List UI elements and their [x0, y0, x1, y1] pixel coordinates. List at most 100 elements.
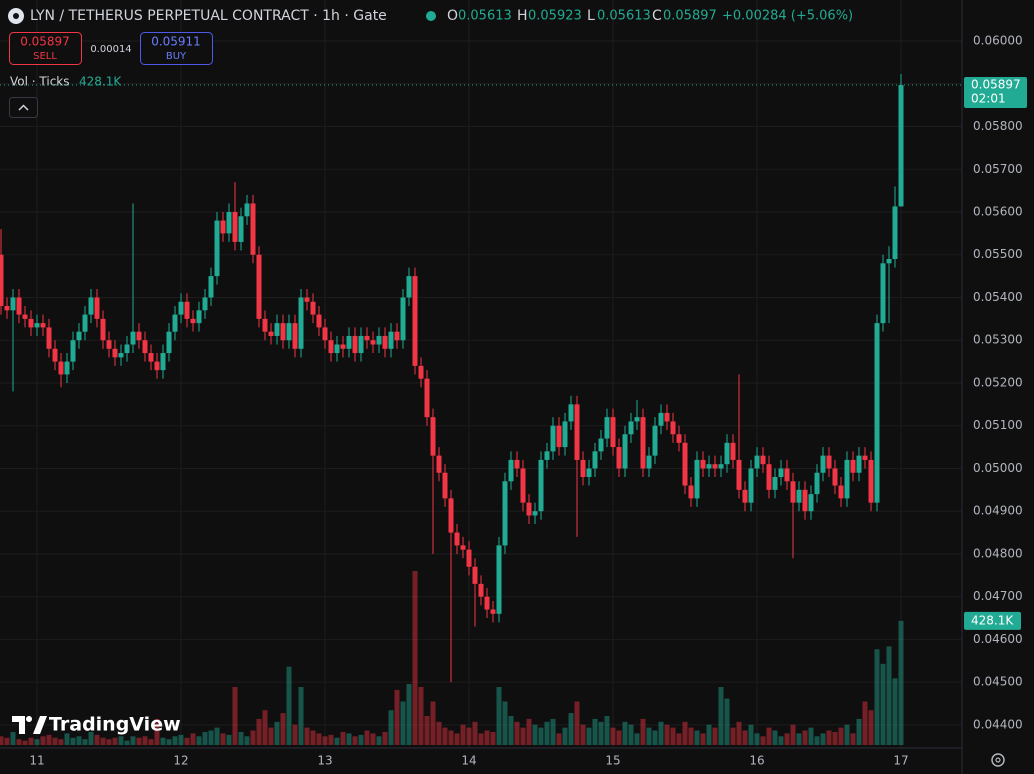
candle-body	[634, 417, 640, 422]
volume-bar	[22, 740, 28, 745]
candle-body	[772, 477, 778, 490]
candle-body	[400, 297, 406, 341]
volume-bar	[64, 733, 70, 745]
volume-bar	[604, 716, 610, 745]
candle-body	[808, 494, 814, 512]
sell-button[interactable]	[9, 32, 82, 65]
candle-body	[472, 566, 478, 584]
x-tick-label: 17	[893, 754, 908, 768]
candle-body	[130, 331, 136, 345]
volume-bar	[778, 736, 784, 745]
candle-body	[802, 489, 808, 512]
volume-bar	[94, 734, 100, 745]
candle-body	[52, 348, 58, 362]
candle-body	[658, 412, 664, 426]
candle-body	[694, 459, 700, 499]
volume-bar	[364, 730, 370, 745]
volume-bar	[172, 736, 178, 745]
volume-bar	[238, 731, 244, 745]
volume-bar	[358, 734, 364, 745]
symbol-title[interactable]: LYN / TETHERUS PERPETUAL CONTRACT · 1h ·…	[30, 8, 387, 24]
volume-bar	[640, 718, 646, 745]
candle-body	[760, 455, 766, 465]
candle-body	[118, 353, 124, 358]
volume-bar	[460, 724, 466, 745]
candle-body	[250, 203, 256, 255]
candle-body	[682, 442, 688, 486]
candle-body	[160, 353, 166, 371]
volume-bar	[154, 718, 160, 745]
candle-body	[106, 340, 112, 349]
candle-body	[0, 254, 4, 307]
candle-body	[508, 459, 514, 482]
volume-bar	[484, 730, 490, 745]
candle-body	[268, 331, 274, 336]
candle-body	[790, 481, 796, 503]
volume-bar	[724, 698, 730, 745]
volume-bar	[310, 730, 316, 745]
volume-bar	[682, 721, 688, 745]
y-tick-label: 0.05800	[973, 119, 1023, 133]
candle-body	[832, 468, 838, 486]
candle-body	[628, 421, 634, 435]
volume-bar	[772, 730, 778, 745]
candle-body	[664, 412, 670, 422]
volume-bar	[142, 736, 148, 745]
volume-bar	[514, 721, 520, 745]
volume-bar	[418, 687, 424, 745]
candle-body	[670, 421, 676, 435]
volume-bar	[814, 736, 820, 745]
volume-bar	[568, 713, 574, 745]
candle-body	[226, 212, 232, 234]
candle-body	[184, 301, 190, 319]
volume-bars	[0, 571, 904, 745]
candle-body	[730, 442, 736, 460]
y-tick-label: 0.04500	[973, 675, 1023, 689]
settings-icon[interactable]	[991, 753, 1005, 767]
candle-body	[412, 276, 418, 366]
volume-bar	[46, 734, 52, 745]
volume-legend-value: 428.1K	[79, 75, 122, 89]
buy-label: BUY	[166, 51, 187, 62]
volume-bar	[736, 721, 742, 745]
x-tick-label: 13	[317, 754, 332, 768]
x-tick-label: 15	[605, 754, 620, 768]
volume-bar	[502, 701, 508, 745]
candle-body	[514, 459, 520, 469]
y-tick-label: 0.05400	[973, 290, 1023, 304]
volume-bar	[58, 739, 64, 745]
volume-bar	[322, 736, 328, 745]
candle-body	[724, 442, 730, 465]
volume-bar	[280, 713, 286, 745]
volume-bar	[784, 733, 790, 745]
volume-bar	[598, 721, 604, 745]
last-volume-label: 428.1K	[971, 613, 1014, 627]
candle-body	[706, 464, 712, 469]
candle-body	[316, 314, 322, 328]
candle-body	[214, 220, 220, 277]
candle-body	[502, 481, 508, 546]
volume-bar	[844, 724, 850, 745]
volume-bar	[892, 678, 898, 745]
candle-body	[292, 323, 298, 349]
candle-body	[616, 447, 622, 469]
candle-body	[304, 297, 310, 302]
volume-bar	[274, 721, 280, 745]
y-tick-label: 0.05300	[973, 333, 1023, 347]
candle-body	[340, 344, 346, 349]
y-tick-label: 0.05100	[973, 418, 1023, 432]
candle-body	[202, 297, 208, 311]
brand-name: TradingView	[49, 714, 181, 736]
grid	[0, 0, 962, 748]
ohlc-value: 0.05923	[528, 9, 582, 24]
collapse-button[interactable]	[9, 97, 38, 118]
volume-bar	[400, 701, 406, 745]
volume-bar	[112, 737, 118, 745]
volume-bar	[526, 718, 532, 745]
volume-bar	[706, 724, 712, 745]
buy-button[interactable]	[140, 32, 213, 65]
volume-bar	[340, 731, 346, 745]
volume-bar	[376, 736, 382, 745]
candle-body	[262, 318, 268, 332]
candle-body	[538, 459, 544, 512]
